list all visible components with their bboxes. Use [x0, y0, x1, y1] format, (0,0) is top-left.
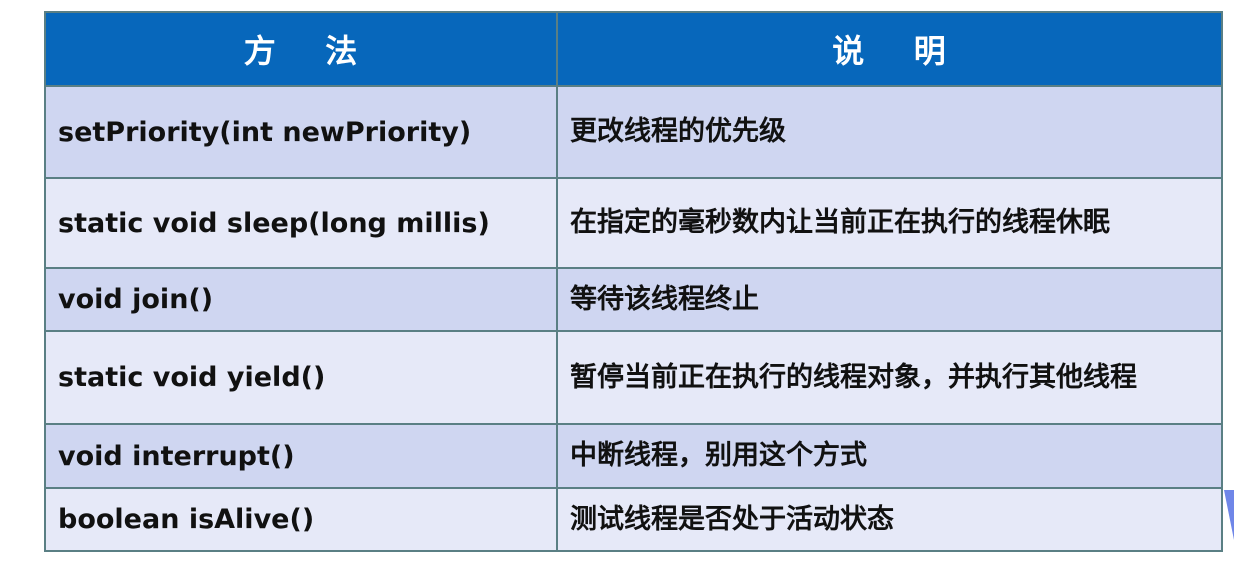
table-row: boolean isAlive() 测试线程是否处于活动状态 [44, 487, 1223, 552]
table-row: static void sleep(long millis) 在指定的毫秒数内让… [44, 177, 1223, 269]
description-cell: 在指定的毫秒数内让当前正在执行的线程休眠 [556, 177, 1223, 269]
table-row: static void yield() 暂停当前正在执行的线程对象，并执行其他线… [44, 330, 1223, 425]
description-cell: 中断线程，别用这个方式 [556, 423, 1223, 489]
header-method: 方 法 [44, 11, 558, 87]
table-row: void interrupt() 中断线程，别用这个方式 [44, 423, 1223, 489]
description-cell: 暂停当前正在执行的线程对象，并执行其他线程 [556, 330, 1223, 425]
table-row: setPriority(int newPriority) 更改线程的优先级 [44, 85, 1223, 179]
method-cell: setPriority(int newPriority) [44, 85, 558, 179]
description-cell: 更改线程的优先级 [556, 85, 1223, 179]
thread-methods-table: 方 法 说 明 setPriority(int newPriority) 更改线… [44, 11, 1223, 552]
method-cell: static void sleep(long millis) [44, 177, 558, 269]
table-row: void join() 等待该线程终止 [44, 267, 1223, 332]
method-cell: static void yield() [44, 330, 558, 425]
method-cell: void interrupt() [44, 423, 558, 489]
description-cell: 测试线程是否处于活动状态 [556, 487, 1223, 552]
decorative-shape [1224, 490, 1234, 540]
method-cell: boolean isAlive() [44, 487, 558, 552]
method-cell: void join() [44, 267, 558, 332]
description-cell: 等待该线程终止 [556, 267, 1223, 332]
header-description: 说 明 [556, 11, 1223, 87]
header-row: 方 法 说 明 [44, 11, 1223, 87]
